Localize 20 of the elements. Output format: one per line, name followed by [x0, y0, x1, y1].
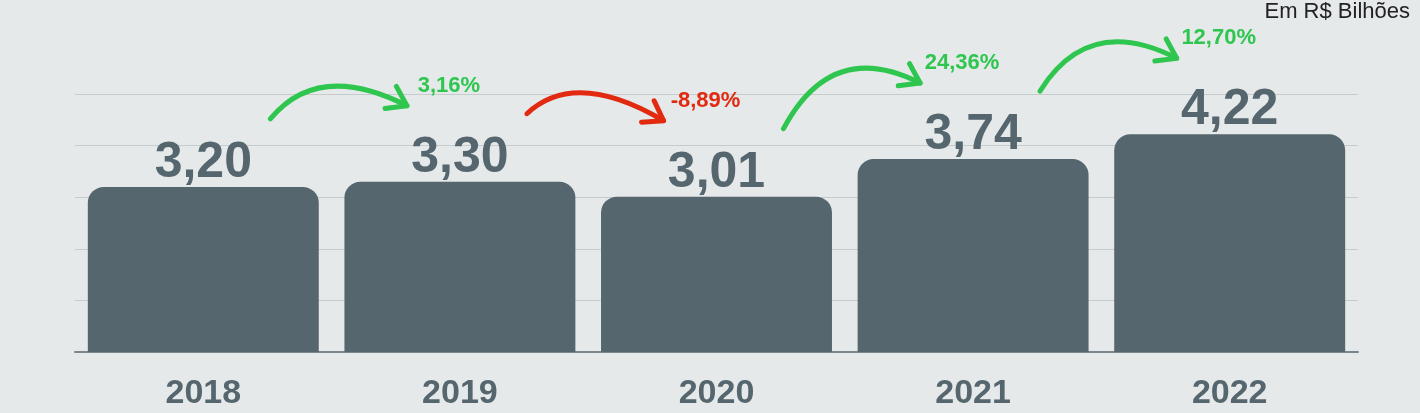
bar	[601, 196, 832, 352]
bar	[344, 181, 576, 352]
data-label: 4,22	[1181, 79, 1279, 136]
text: Em R$ Bilhões	[1264, 0, 1410, 23]
bar	[1114, 134, 1346, 352]
bar	[857, 159, 1089, 352]
text: 24,36%	[924, 49, 1000, 75]
text: 12,70%	[1181, 24, 1257, 50]
x-tick-label: 2018	[165, 372, 242, 410]
data-label: 3,01	[667, 141, 766, 198]
data-label: 3,74	[924, 104, 1022, 161]
annotation: -8,89%	[670, 86, 741, 112]
x-tick-label: 2019	[422, 372, 498, 410]
data-label: 3,20	[154, 131, 252, 188]
bar	[87, 186, 319, 352]
x-tick-label: 2020	[678, 372, 755, 410]
x-tick-label: 2021	[935, 372, 1011, 410]
x-tick-label: 2022	[1191, 372, 1268, 410]
annotation: 3,16%	[417, 71, 481, 97]
data-label: 3,30	[411, 126, 509, 183]
